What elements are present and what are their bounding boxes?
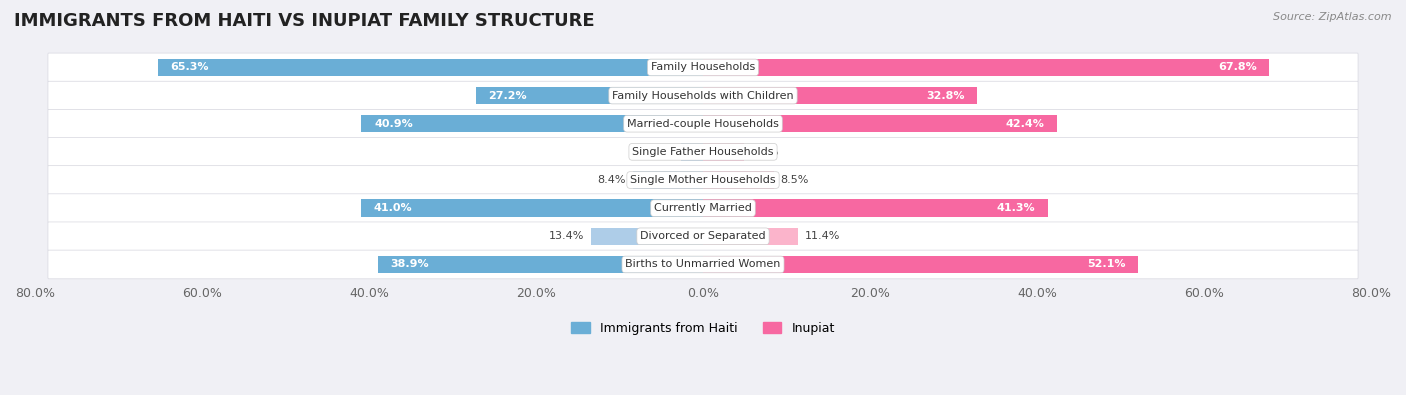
FancyBboxPatch shape [48, 109, 1358, 138]
FancyBboxPatch shape [48, 250, 1358, 279]
Bar [703, 199, 1047, 217]
Bar [361, 199, 703, 217]
Bar [475, 87, 703, 104]
Text: Births to Unmarried Women: Births to Unmarried Women [626, 260, 780, 269]
Text: 27.2%: 27.2% [488, 90, 527, 101]
Text: Family Households with Children: Family Households with Children [612, 90, 794, 101]
Legend: Immigrants from Haiti, Inupiat: Immigrants from Haiti, Inupiat [567, 317, 839, 340]
Text: 41.0%: 41.0% [373, 203, 412, 213]
Text: 4.9%: 4.9% [751, 147, 779, 157]
Bar [703, 143, 744, 161]
Text: 11.4%: 11.4% [804, 231, 841, 241]
Bar [682, 143, 703, 161]
FancyBboxPatch shape [48, 53, 1358, 82]
Text: 65.3%: 65.3% [170, 62, 208, 72]
Text: Source: ZipAtlas.com: Source: ZipAtlas.com [1274, 12, 1392, 22]
Text: 38.9%: 38.9% [391, 260, 429, 269]
Bar [703, 171, 773, 189]
Text: 8.5%: 8.5% [780, 175, 808, 185]
Bar [703, 256, 1137, 273]
Bar [378, 256, 703, 273]
Text: 52.1%: 52.1% [1087, 260, 1126, 269]
Bar [591, 228, 703, 245]
Text: 42.4%: 42.4% [1005, 119, 1045, 129]
Text: Single Mother Households: Single Mother Households [630, 175, 776, 185]
Text: 32.8%: 32.8% [927, 90, 965, 101]
Text: Single Father Households: Single Father Households [633, 147, 773, 157]
Bar [633, 171, 703, 189]
FancyBboxPatch shape [48, 137, 1358, 166]
Text: 13.4%: 13.4% [550, 231, 585, 241]
Text: Family Households: Family Households [651, 62, 755, 72]
Text: 40.9%: 40.9% [374, 119, 413, 129]
Bar [703, 87, 977, 104]
Text: IMMIGRANTS FROM HAITI VS INUPIAT FAMILY STRUCTURE: IMMIGRANTS FROM HAITI VS INUPIAT FAMILY … [14, 12, 595, 30]
Bar [361, 115, 703, 132]
Bar [703, 115, 1057, 132]
FancyBboxPatch shape [48, 81, 1358, 110]
Bar [157, 59, 703, 76]
Text: 41.3%: 41.3% [997, 203, 1035, 213]
Text: Married-couple Households: Married-couple Households [627, 119, 779, 129]
Text: Currently Married: Currently Married [654, 203, 752, 213]
Text: 67.8%: 67.8% [1218, 62, 1257, 72]
Text: Divorced or Separated: Divorced or Separated [640, 231, 766, 241]
FancyBboxPatch shape [48, 166, 1358, 194]
Text: 2.6%: 2.6% [647, 147, 675, 157]
FancyBboxPatch shape [48, 194, 1358, 222]
FancyBboxPatch shape [48, 222, 1358, 251]
Bar [703, 59, 1270, 76]
Bar [703, 228, 799, 245]
Text: 8.4%: 8.4% [598, 175, 626, 185]
